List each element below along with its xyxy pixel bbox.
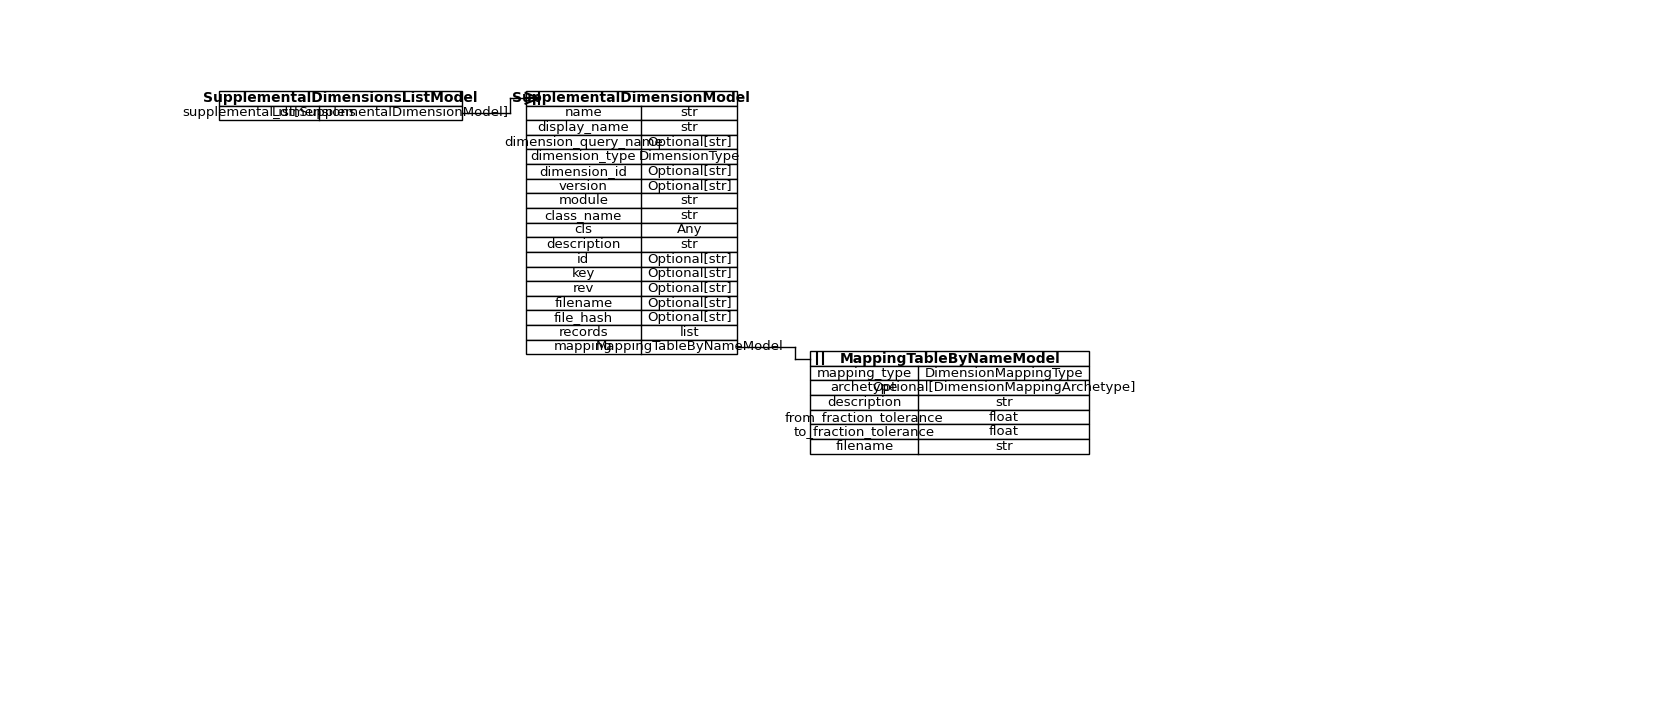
Text: float: float [989, 425, 1019, 438]
Bar [526, 296, 737, 310]
Bar [526, 339, 737, 354]
Text: Optional[DimensionMappingArchetype]: Optional[DimensionMappingArchetype] [872, 381, 1135, 394]
Text: Optional[str]: Optional[str] [647, 180, 731, 193]
Text: name: name [565, 106, 602, 119]
Text: str: str [680, 194, 697, 207]
Text: version: version [558, 180, 608, 193]
Text: filename: filename [835, 440, 893, 453]
Text: from_fraction_tolerance: from_fraction_tolerance [784, 411, 944, 424]
Text: supplemental_dimensions: supplemental_dimensions [183, 106, 355, 119]
Bar [526, 222, 737, 237]
Bar [526, 91, 737, 106]
Bar [811, 424, 1089, 439]
Text: float: float [989, 411, 1019, 424]
Bar [526, 164, 737, 179]
Text: filename: filename [555, 297, 612, 309]
Text: description: description [546, 238, 620, 251]
Text: Optional[str]: Optional[str] [647, 267, 731, 280]
Text: DimensionMappingType: DimensionMappingType [925, 366, 1083, 379]
Bar [811, 366, 1089, 381]
Text: str: str [680, 121, 697, 134]
Bar [526, 179, 737, 193]
Bar [526, 106, 737, 120]
Bar [526, 135, 737, 150]
Text: dimension_id: dimension_id [540, 165, 627, 178]
Text: Optional[str]: Optional[str] [647, 282, 731, 295]
Text: str: str [680, 106, 697, 119]
Text: id: id [577, 252, 590, 266]
Text: list: list [679, 326, 699, 339]
Bar [220, 91, 461, 106]
Text: Optional[str]: Optional[str] [647, 135, 731, 148]
Text: Optional[str]: Optional[str] [647, 297, 731, 309]
Text: module: module [558, 194, 608, 207]
Bar [526, 120, 737, 135]
Bar [811, 395, 1089, 410]
Bar [811, 410, 1089, 424]
Bar [526, 267, 737, 281]
Text: mapping_type: mapping_type [816, 366, 912, 379]
Text: dimension_type: dimension_type [531, 150, 637, 163]
Text: records: records [558, 326, 608, 339]
Bar [811, 381, 1089, 395]
Text: class_name: class_name [545, 209, 622, 222]
Bar [526, 252, 737, 267]
Bar [526, 310, 737, 325]
Text: file_hash: file_hash [553, 311, 613, 324]
Bar [526, 193, 737, 208]
Bar [526, 150, 737, 164]
Text: key: key [572, 267, 595, 280]
Text: display_name: display_name [538, 121, 628, 134]
Bar [526, 281, 737, 296]
Bar [811, 352, 1089, 366]
Text: dimension_query_name: dimension_query_name [504, 135, 662, 148]
Bar [526, 237, 737, 252]
Text: SupplementalDimensionModel: SupplementalDimensionModel [513, 91, 751, 106]
Text: archetype: archetype [831, 381, 898, 394]
Text: Optional[str]: Optional[str] [647, 252, 731, 266]
Text: Any: Any [677, 223, 702, 237]
Text: mapping: mapping [553, 341, 613, 354]
Text: description: description [828, 396, 902, 409]
Text: MappingTableByNameModel: MappingTableByNameModel [595, 341, 783, 354]
Text: cls: cls [575, 223, 592, 237]
Text: to_fraction_tolerance: to_fraction_tolerance [794, 425, 935, 438]
Text: str: str [680, 209, 697, 222]
Text: MappingTableByNameModel: MappingTableByNameModel [840, 352, 1061, 366]
Text: str: str [996, 440, 1012, 453]
Bar [526, 325, 737, 339]
Text: DimensionType: DimensionType [639, 150, 739, 163]
Text: rev: rev [573, 282, 593, 295]
Text: Optional[str]: Optional[str] [647, 311, 731, 324]
Text: str: str [680, 238, 697, 251]
Text: str: str [996, 396, 1012, 409]
Bar [526, 208, 737, 222]
Text: List[SupplementalDimensionModel]: List[SupplementalDimensionModel] [272, 106, 510, 119]
Text: Optional[str]: Optional[str] [647, 165, 731, 178]
Bar [811, 439, 1089, 453]
Text: SupplementalDimensionsListModel: SupplementalDimensionsListModel [203, 91, 478, 106]
Bar [220, 106, 461, 120]
